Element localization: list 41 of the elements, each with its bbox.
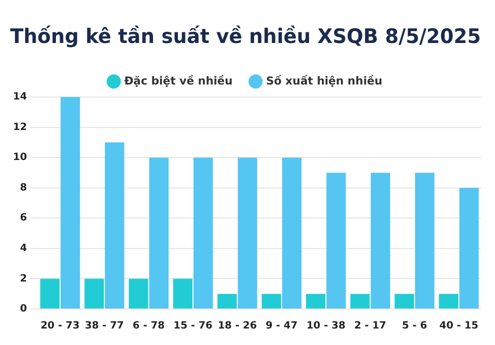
bar bbox=[194, 158, 213, 308]
y-tick-label: 6 bbox=[20, 212, 27, 224]
y-tick-label: 12 bbox=[12, 122, 27, 133]
x-tick-label: 10 - 38 bbox=[306, 320, 346, 332]
y-tick-label: 0 bbox=[20, 304, 27, 315]
bar bbox=[350, 294, 370, 308]
bar bbox=[326, 172, 346, 308]
x-tick-label: 40 - 15 bbox=[439, 320, 478, 332]
y-tick-label: 10 bbox=[12, 152, 27, 164]
y-tick-label: 14 bbox=[12, 92, 27, 103]
bar bbox=[40, 278, 60, 308]
x-tick-label: 5 - 6 bbox=[402, 320, 428, 332]
bar bbox=[394, 294, 414, 308]
bar bbox=[459, 188, 479, 308]
x-tick-label: 9 - 47 bbox=[266, 320, 298, 332]
legend-label: Đặc biệt về nhiều bbox=[124, 74, 233, 88]
bar bbox=[173, 278, 192, 308]
bar bbox=[149, 158, 169, 308]
bar bbox=[438, 294, 458, 308]
y-tick-label: 8 bbox=[20, 182, 27, 194]
chart-title: Thống kê tần suất về nhiều XSQB 8/5/2025 bbox=[10, 25, 481, 48]
bar bbox=[282, 158, 302, 308]
bar bbox=[217, 294, 237, 308]
x-tick-label: 38 - 77 bbox=[84, 320, 124, 332]
bar bbox=[370, 172, 390, 308]
bar bbox=[84, 278, 104, 308]
legend-label: Số xuất hiện nhiều bbox=[266, 74, 382, 88]
bar bbox=[306, 294, 326, 308]
x-tick-label: 15 - 76 bbox=[174, 320, 213, 332]
bar bbox=[238, 158, 258, 308]
bar bbox=[60, 97, 80, 308]
x-tick-label: 6 - 78 bbox=[132, 320, 165, 332]
y-tick-label: 4 bbox=[20, 243, 27, 254]
bar bbox=[415, 172, 434, 308]
bar bbox=[104, 142, 124, 308]
x-tick-label: 20 - 73 bbox=[40, 320, 80, 332]
bar bbox=[128, 278, 148, 308]
x-tick-label: 2 - 17 bbox=[354, 320, 386, 332]
bar bbox=[262, 294, 282, 308]
y-tick-label: 2 bbox=[20, 273, 27, 284]
x-tick-label: 18 - 26 bbox=[218, 320, 257, 332]
